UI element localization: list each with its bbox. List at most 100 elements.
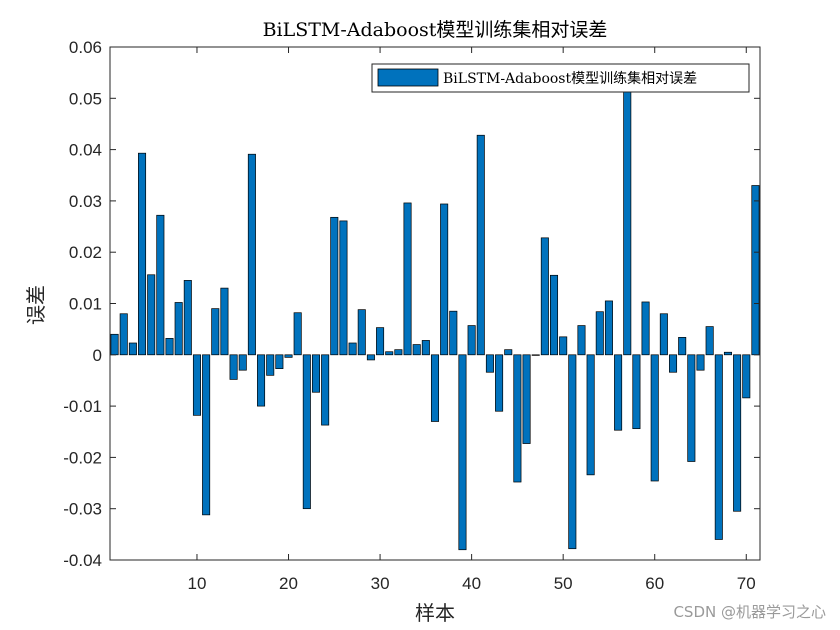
bar <box>147 274 156 356</box>
bar <box>330 216 339 356</box>
bar <box>348 342 357 356</box>
y-tick-label: -0.01 <box>63 397 102 416</box>
bar <box>687 354 696 462</box>
bar <box>705 326 714 356</box>
bar <box>568 354 577 550</box>
bar <box>165 338 174 356</box>
y-tick-label: 0.06 <box>69 38 102 57</box>
watermark: CSDN @机器学习之心 <box>673 603 826 621</box>
bar <box>531 354 540 356</box>
bar <box>238 354 247 371</box>
bar <box>183 280 192 356</box>
y-axis: -0.04 -0.03 -0.02 -0.01 0 0.01 0.02 0.03 0.04 0.0… <box>63 38 760 570</box>
x-tick-label: 20 <box>279 574 298 593</box>
bar <box>403 202 412 356</box>
x-axis-label: 样本 <box>415 601 455 625</box>
x-tick-label: 60 <box>645 574 664 593</box>
bar <box>733 354 742 512</box>
bar <box>595 311 604 356</box>
bar <box>604 300 613 356</box>
legend: BiLSTM-Adaboost模型训练集相对误差 <box>371 63 750 93</box>
bar <box>266 354 275 376</box>
bar <box>623 82 632 356</box>
bar <box>275 354 284 369</box>
y-tick-label: -0.03 <box>63 500 102 519</box>
bar <box>247 153 256 356</box>
bar-series <box>110 82 768 551</box>
bar <box>110 333 119 356</box>
bar <box>761 355 768 430</box>
bar <box>211 308 220 356</box>
bar <box>559 336 568 356</box>
bar <box>742 354 751 399</box>
y-tick-label: 0.02 <box>69 243 102 262</box>
bar <box>293 312 302 356</box>
bar <box>659 313 668 356</box>
bar <box>513 354 522 483</box>
bar <box>540 237 549 356</box>
bar <box>678 337 687 356</box>
bar <box>495 354 504 412</box>
x-tick-label: 10 <box>188 574 207 593</box>
x-tick-label: 70 <box>737 574 756 593</box>
bar <box>476 134 485 356</box>
x-tick-label: 30 <box>371 574 390 593</box>
bar <box>174 302 183 356</box>
bar <box>339 220 348 356</box>
plot-area: -0.04 -0.03 -0.02 -0.01 0 0.01 0.02 0.03 0.04 0.0… <box>63 38 768 593</box>
bar <box>458 354 467 551</box>
x-tick-label: 40 <box>462 574 481 593</box>
bar <box>522 354 531 444</box>
bar <box>751 185 760 356</box>
bar <box>119 313 128 356</box>
bar <box>321 354 330 426</box>
y-tick-label: 0.01 <box>69 295 102 314</box>
legend-entry-label: BiLSTM-Adaboost模型训练集相对误差 <box>443 70 697 87</box>
y-tick-label: 0.04 <box>69 141 102 160</box>
bar <box>614 354 623 431</box>
bar <box>229 354 238 380</box>
bar <box>650 354 659 482</box>
bar <box>696 354 705 371</box>
bar <box>586 354 595 476</box>
bar <box>138 152 147 356</box>
bar <box>366 354 375 361</box>
legend-swatch <box>377 68 439 87</box>
bar <box>284 354 293 358</box>
x-axis: 10 20 30 40 50 60 70 <box>188 47 756 593</box>
bar <box>641 301 650 356</box>
bar <box>577 325 586 356</box>
bar <box>504 349 513 356</box>
y-tick-label: -0.02 <box>63 448 102 467</box>
y-tick-label: 0.05 <box>69 89 102 108</box>
bar <box>357 309 366 356</box>
bar <box>412 344 421 356</box>
bar <box>449 310 458 356</box>
bar <box>156 214 165 356</box>
bar <box>430 354 440 422</box>
bar <box>376 327 385 356</box>
y-axis-label: 误差 <box>24 285 48 325</box>
bar <box>394 349 403 356</box>
bar <box>192 354 201 416</box>
bar <box>202 354 211 516</box>
bar <box>302 354 311 510</box>
bar <box>723 351 732 356</box>
bar <box>485 354 494 373</box>
bar <box>220 287 229 356</box>
bar <box>549 274 559 356</box>
bar <box>421 340 430 356</box>
bar <box>257 354 266 407</box>
bar <box>385 351 394 356</box>
bar <box>669 354 678 373</box>
bar <box>714 354 723 540</box>
x-tick-label: 50 <box>554 574 573 593</box>
y-tick-label: 0 <box>93 346 102 365</box>
bar <box>632 354 641 430</box>
bar <box>440 203 449 356</box>
y-tick-label: 0.03 <box>69 192 102 211</box>
bar <box>467 325 476 356</box>
bar <box>311 354 320 393</box>
y-tick-label: -0.04 <box>63 551 102 570</box>
